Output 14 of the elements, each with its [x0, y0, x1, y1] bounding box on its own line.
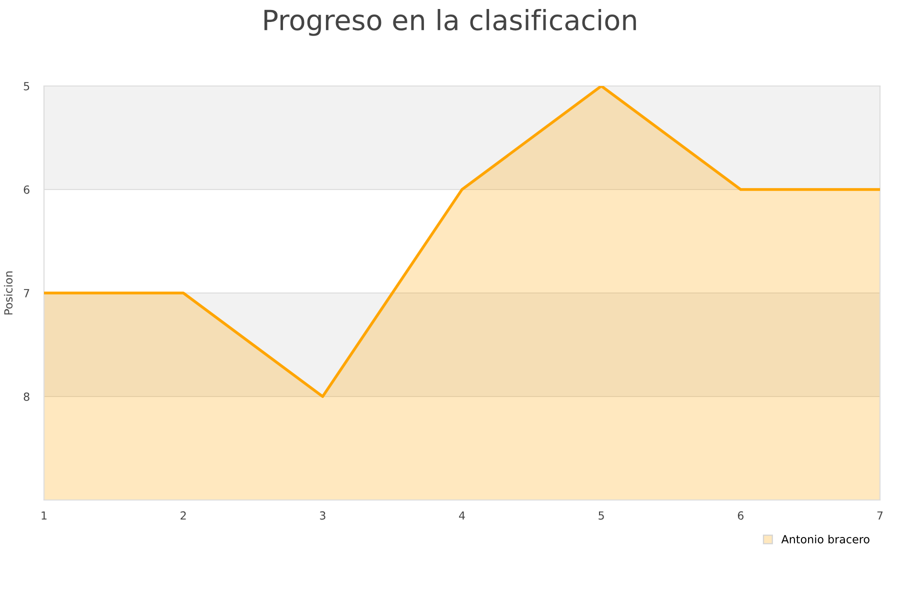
x-tick-label: 1: [42, 511, 47, 520]
y-axis-title: Posicion: [4, 271, 13, 314]
x-tick-label: 5: [598, 511, 604, 520]
y-tick-label: 7: [24, 289, 30, 298]
x-tick-label: 7: [877, 511, 883, 520]
y-tick-label: 8: [24, 392, 30, 401]
x-tick-label: 3: [320, 511, 326, 520]
legend-label: Antonio bracero: [781, 534, 870, 544]
x-tick-label: 4: [459, 511, 465, 520]
chart-title: Progreso en la clasificacion: [264, 9, 636, 36]
x-tick-label: 2: [180, 511, 186, 520]
y-tick-label: 6: [24, 185, 30, 194]
x-tick-label: 6: [738, 511, 744, 520]
y-tick-label: 5: [24, 82, 30, 90]
